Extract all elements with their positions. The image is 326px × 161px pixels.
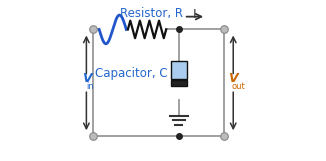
Text: I: I: [193, 8, 197, 21]
Text: Capacitor, C: Capacitor, C: [95, 67, 168, 80]
Bar: [171, 80, 187, 86]
Bar: [171, 61, 187, 79]
Text: out: out: [231, 82, 245, 91]
Text: Resistor, R: Resistor, R: [120, 7, 183, 20]
Text: in: in: [86, 82, 94, 91]
Text: V: V: [82, 72, 91, 85]
Text: V: V: [229, 72, 238, 85]
